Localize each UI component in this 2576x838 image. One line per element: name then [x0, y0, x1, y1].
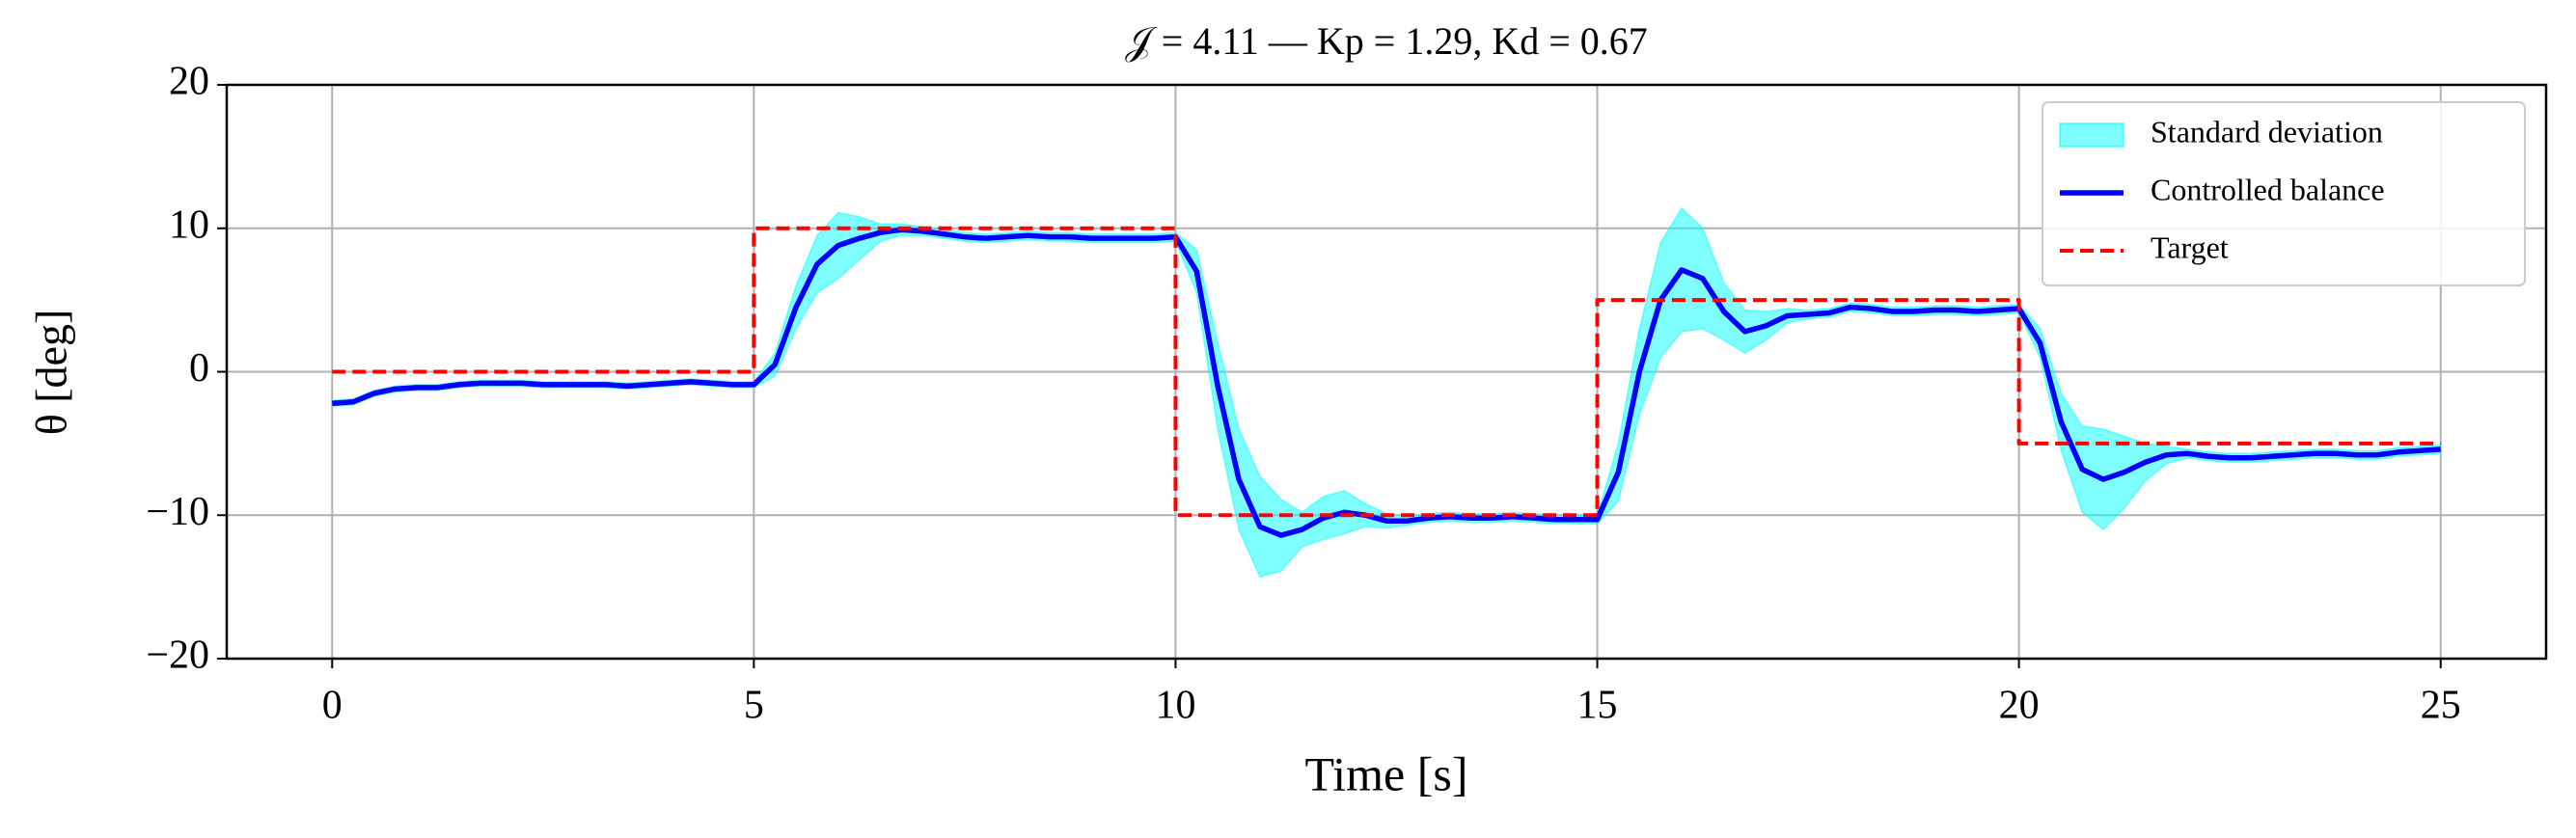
x-axis-label: Time [s]	[1304, 746, 1467, 800]
legend-label: Controlled balance	[2151, 172, 2385, 206]
x-tick-label: 5	[744, 684, 764, 728]
target-line	[332, 226, 2441, 518]
y-tick-label: 0	[189, 346, 209, 391]
chart-title: 𝒥 = 4.11 — Kp = 1.29, Kd = 0.67	[1125, 19, 1648, 63]
x-tick-label: 10	[1155, 684, 1195, 728]
x-tick-label: 20	[1999, 684, 2040, 728]
axes-frame	[225, 83, 2548, 661]
y-axis-label: θ [deg]	[27, 310, 76, 436]
x-tick-label: 15	[1577, 684, 1618, 728]
data-line	[332, 227, 2441, 538]
y-tick-label: −10	[146, 490, 209, 534]
legend-box	[2042, 101, 2526, 286]
x-tick-label: 25	[2421, 684, 2461, 728]
legend: Standard deviation Controlled balance Targ…	[2042, 101, 2526, 286]
legend-swatch	[2059, 122, 2124, 148]
x-tick-label: 0	[322, 684, 343, 728]
y-tick-label: 10	[169, 203, 209, 247]
legend-label: Target	[2151, 230, 2229, 264]
y-tick-label: −20	[146, 634, 209, 678]
y-tick-label: 20	[169, 60, 209, 104]
legend-label: Standard deviation	[2151, 114, 2383, 149]
std-band	[331, 206, 2442, 579]
